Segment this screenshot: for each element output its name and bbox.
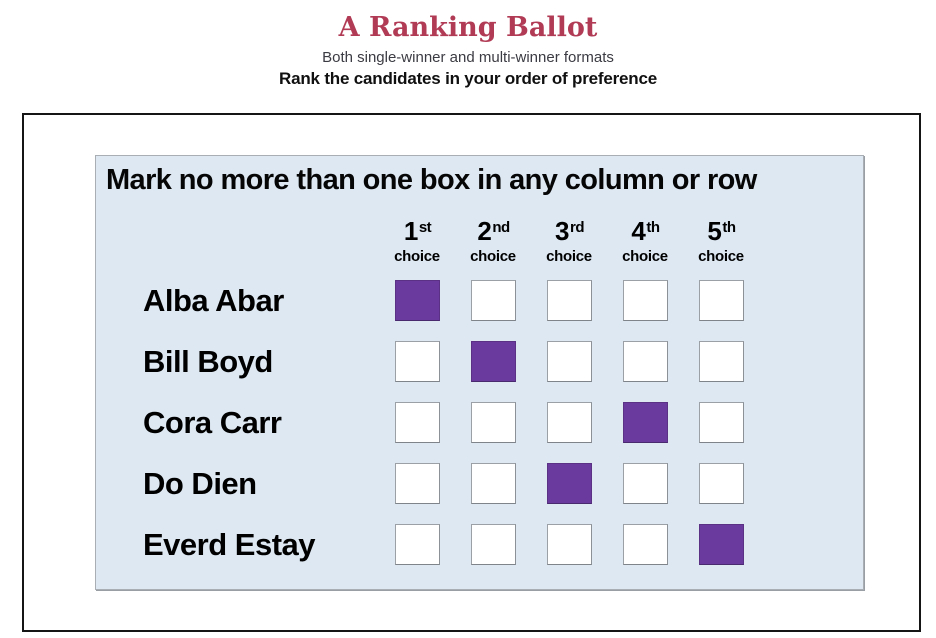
ballot-checkbox[interactable] — [394, 524, 440, 565]
checkbox-cell — [531, 270, 607, 331]
page-subtitle: Both single-winner and multi-winner form… — [322, 49, 614, 66]
ordinal-number: 1 — [403, 216, 418, 246]
ballot-checkbox[interactable] — [546, 463, 592, 504]
ordinal-suffix: nd — [492, 219, 510, 236]
checkbox-cell — [379, 453, 455, 514]
ordinal-suffix: th — [722, 219, 736, 236]
checkbox-cell — [683, 331, 759, 392]
ordinal-suffix: th — [646, 219, 660, 236]
ballot-checkbox[interactable] — [394, 402, 440, 443]
ordinal-number: 3 — [555, 216, 569, 246]
grid-spacer — [96, 208, 379, 244]
column-header-choice-label: choice — [622, 248, 668, 265]
column-header-choice-label: choice — [470, 248, 516, 265]
checkbox-cell — [379, 270, 455, 331]
checkbox-cell — [455, 514, 531, 575]
ordinal-suffix: rd — [569, 219, 585, 236]
checkbox-cell — [683, 392, 759, 453]
ordinal-number: 4 — [631, 216, 646, 246]
checkbox-cell — [607, 453, 683, 514]
ballot-outer-frame: Mark no more than one box in any column … — [22, 113, 921, 632]
checkbox-cell — [455, 331, 531, 392]
column-header-choice-label: choice — [394, 248, 440, 265]
ballot-checkbox[interactable] — [546, 341, 592, 382]
checkbox-cell — [531, 331, 607, 392]
ballot-checkbox[interactable] — [394, 341, 440, 382]
ballot-checkbox[interactable] — [546, 280, 592, 321]
candidate-name: Cora Carr — [143, 404, 282, 440]
ballot-rule-text: Mark no more than one box in any column … — [106, 164, 757, 196]
page-header: A Ranking Ballot Both single-winner and … — [0, 0, 936, 90]
checkbox-cell — [379, 392, 455, 453]
column-header-choice-label: choice — [546, 248, 592, 265]
checkbox-cell — [531, 514, 607, 575]
ballot-checkbox[interactable] — [698, 341, 744, 382]
checkbox-cell — [379, 514, 455, 575]
checkbox-cell — [531, 392, 607, 453]
checkbox-cell — [531, 453, 607, 514]
checkbox-cell — [455, 392, 531, 453]
ballot-checkbox[interactable] — [622, 463, 668, 504]
checkbox-cell — [455, 270, 531, 331]
ordinal-suffix: st — [418, 219, 432, 236]
ballot-checkbox[interactable] — [394, 280, 440, 321]
checkbox-cell — [683, 270, 759, 331]
checkbox-cell — [607, 392, 683, 453]
ballot-checkbox[interactable] — [470, 463, 516, 504]
ballot-checkbox[interactable] — [470, 402, 516, 443]
ballot-panel: Mark no more than one box in any column … — [95, 155, 864, 590]
page-title: A Ranking Ballot — [338, 12, 598, 43]
ballot-checkbox[interactable] — [622, 524, 668, 565]
checkbox-cell — [683, 514, 759, 575]
candidate-name: Do Dien — [143, 465, 257, 501]
checkbox-cell — [683, 453, 759, 514]
ballot-checkbox[interactable] — [622, 341, 668, 382]
ballot-checkbox[interactable] — [546, 524, 592, 565]
candidate-name: Bill Boyd — [143, 343, 273, 379]
ordinal-number: 5 — [707, 216, 722, 246]
ballot-checkbox[interactable] — [470, 280, 516, 321]
ordinal-number: 2 — [477, 216, 492, 246]
ballot-checkbox[interactable] — [394, 463, 440, 504]
checkbox-cell — [379, 331, 455, 392]
candidate-name: Everd Estay — [143, 526, 316, 562]
ballot-checkbox[interactable] — [698, 524, 744, 565]
checkbox-cell — [607, 270, 683, 331]
ballot-checkbox[interactable] — [470, 524, 516, 565]
grid-spacer — [96, 244, 379, 270]
ballot-checkbox[interactable] — [622, 402, 668, 443]
ballot-checkbox[interactable] — [546, 402, 592, 443]
checkbox-cell — [607, 514, 683, 575]
ballot-checkbox[interactable] — [698, 463, 744, 504]
checkbox-cell — [607, 331, 683, 392]
ballot-checkbox[interactable] — [698, 280, 744, 321]
column-header-choice-label: choice — [698, 248, 744, 265]
page-instruction: Rank the candidates in your order of pre… — [279, 69, 657, 88]
ballot-checkbox[interactable] — [470, 341, 516, 382]
ballot-checkbox[interactable] — [698, 402, 744, 443]
candidate-name: Alba Abar — [143, 282, 284, 318]
ballot-checkbox[interactable] — [622, 280, 668, 321]
checkbox-cell — [455, 453, 531, 514]
